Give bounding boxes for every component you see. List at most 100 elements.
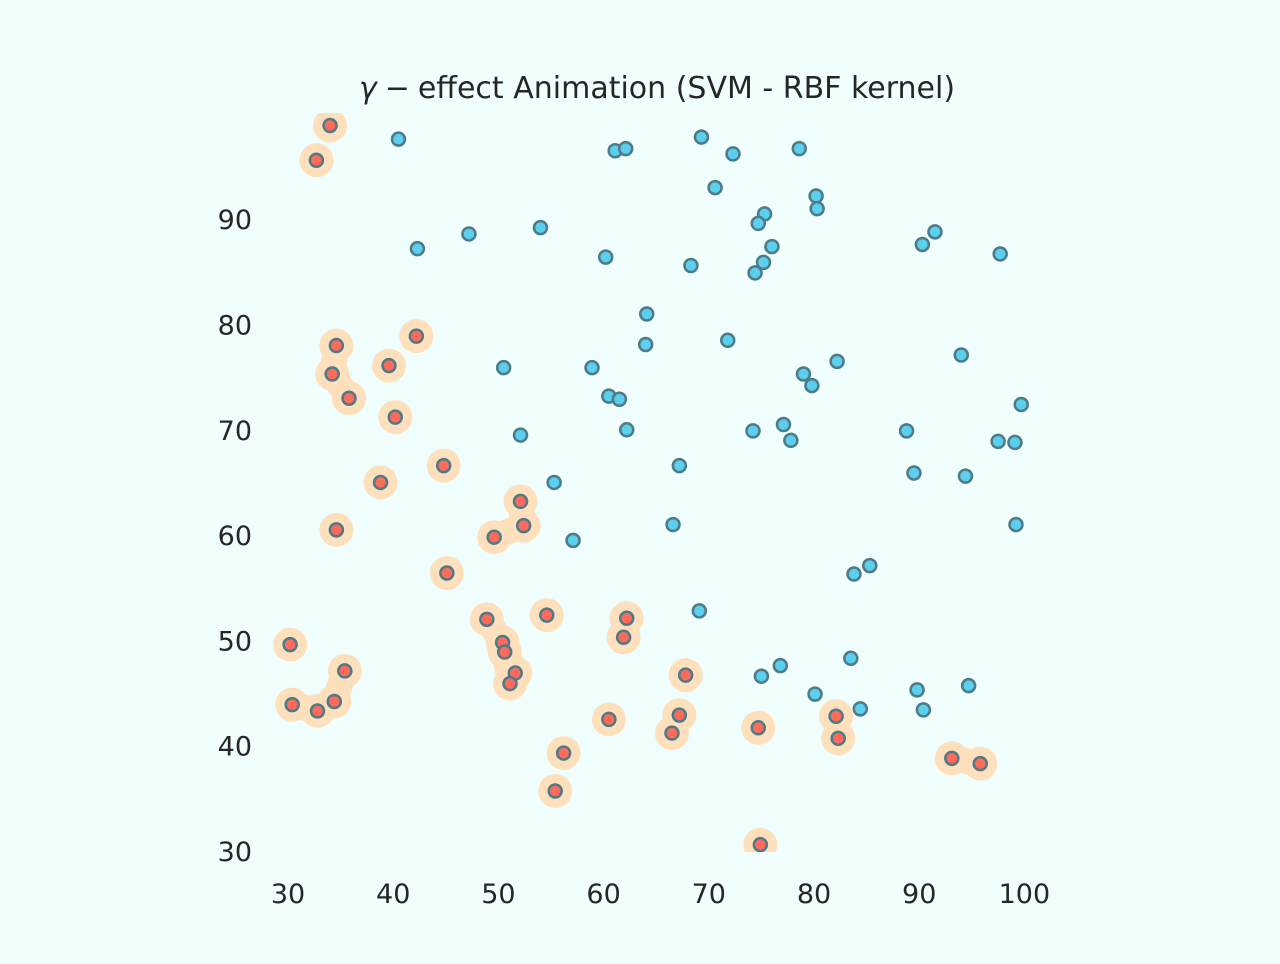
y-tick-label-60: 60 xyxy=(218,521,252,552)
y-tick-label-80: 80 xyxy=(218,311,252,342)
class-0-point-11 xyxy=(927,224,943,240)
class-0-point-57 xyxy=(807,686,823,702)
class-0-point-24 xyxy=(719,332,736,349)
class-1-point-39 xyxy=(752,836,769,852)
class-0-point-35 xyxy=(618,422,635,438)
class-0-point-13 xyxy=(461,226,477,242)
class-1-point-16 xyxy=(618,610,635,627)
class-0-point-5 xyxy=(791,140,808,157)
title-gamma: γ xyxy=(359,71,379,106)
class-0-point-46 xyxy=(665,516,681,533)
y-tick-label-90: 90 xyxy=(218,205,252,236)
x-tick-label-90: 90 xyxy=(902,879,936,910)
data-points xyxy=(282,117,1029,852)
class-0-point-23 xyxy=(637,336,654,353)
class-1-point-22 xyxy=(337,663,353,679)
x-tick-label-60: 60 xyxy=(586,879,620,910)
class-0-point-32 xyxy=(611,391,628,408)
class-0-point-16 xyxy=(764,238,780,255)
class-1-point-28 xyxy=(309,703,326,719)
class-0-point-10 xyxy=(750,215,766,232)
chart-title: γ − effect Animation (SVM - RBF kernel) xyxy=(359,71,955,106)
class-0-point-48 xyxy=(565,532,581,549)
class-0-point-27 xyxy=(495,359,512,376)
class-0-point-44 xyxy=(957,468,974,484)
class-1-point-0 xyxy=(322,117,338,134)
class-0-point-33 xyxy=(1013,396,1029,413)
class-0-point-41 xyxy=(1007,434,1023,451)
class-0-point-52 xyxy=(843,650,859,667)
class-1-point-7 xyxy=(387,409,404,425)
class-1-point-9 xyxy=(372,474,389,491)
class-1-point-5 xyxy=(324,366,340,382)
x-tick-label-100: 100 xyxy=(999,879,1051,910)
class-0-point-3 xyxy=(693,129,710,145)
class-0-point-36 xyxy=(745,423,761,439)
class-0-point-56 xyxy=(909,682,925,698)
x-tick-label-70: 70 xyxy=(692,879,726,910)
class-0-point-38 xyxy=(512,427,529,443)
class-1-point-10 xyxy=(512,493,529,510)
class-0-point-28 xyxy=(584,359,600,376)
y-tick-label-70: 70 xyxy=(218,416,252,447)
plot-area xyxy=(273,113,1029,852)
class-0-point-40 xyxy=(990,433,1006,450)
class-0-point-37 xyxy=(898,423,915,439)
class-0-point-53 xyxy=(772,657,789,674)
class-0-point-8 xyxy=(809,200,825,217)
class-1-point-35 xyxy=(555,745,572,761)
class-1-point-25 xyxy=(502,675,518,692)
class-0-point-6 xyxy=(707,179,723,196)
class-1-point-32 xyxy=(750,720,766,736)
class-1-point-27 xyxy=(284,696,300,713)
class-1-point-29 xyxy=(671,707,688,723)
class-0-point-22 xyxy=(638,306,655,322)
class-1-point-14 xyxy=(439,565,455,581)
x-axis-ticks: 30 40 50 60 70 80 90 100 xyxy=(271,879,1050,910)
class-1-point-18 xyxy=(615,629,632,645)
class-1-point-24 xyxy=(677,667,694,683)
class-0-point-12 xyxy=(532,219,549,236)
class-1-point-6 xyxy=(341,390,357,406)
class-1-point-17 xyxy=(479,611,495,628)
class-0-point-50 xyxy=(846,566,862,582)
y-tick-label-30: 30 xyxy=(218,837,252,868)
class-1-point-20 xyxy=(282,636,298,653)
class-1-point-21 xyxy=(496,644,513,660)
class-0-point-59 xyxy=(915,702,932,718)
x-tick-label-80: 80 xyxy=(797,879,831,910)
y-tick-label-50: 50 xyxy=(218,626,252,657)
title-minus: − xyxy=(385,71,410,106)
class-1-point-38 xyxy=(547,783,563,799)
title-rest: effect Animation (SVM - RBF kernel) xyxy=(418,71,955,106)
class-1-point-31 xyxy=(601,711,617,728)
class-1-point-33 xyxy=(664,725,680,741)
class-0-point-42 xyxy=(671,457,688,474)
class-1-point-26 xyxy=(326,693,343,710)
class-0-point-26 xyxy=(953,347,970,363)
class-0-point-51 xyxy=(691,603,708,619)
class-0-point-4 xyxy=(725,146,741,162)
class-1-point-4 xyxy=(381,357,397,374)
class-1-point-13 xyxy=(486,529,502,545)
class-0-point-34 xyxy=(775,416,792,433)
y-axis-ticks: 30 40 50 60 70 80 90 xyxy=(218,205,252,868)
class-0-point-7 xyxy=(808,188,824,204)
class-0-point-0 xyxy=(390,131,407,147)
x-tick-label-50: 50 xyxy=(481,879,515,910)
class-0-point-2 xyxy=(617,140,634,157)
class-0-point-14 xyxy=(409,240,426,257)
class-0-point-19 xyxy=(683,257,699,274)
class-0-point-17 xyxy=(992,246,1008,262)
class-0-point-55 xyxy=(960,677,977,694)
class-1-point-11 xyxy=(328,522,345,538)
class-0-point-21 xyxy=(747,265,763,281)
class-0-point-54 xyxy=(753,668,770,684)
x-tick-label-30: 30 xyxy=(271,879,305,910)
class-1-point-37 xyxy=(972,755,988,772)
class-0-point-30 xyxy=(804,377,820,394)
class-1-point-12 xyxy=(515,517,532,534)
class-1-point-15 xyxy=(539,607,555,623)
